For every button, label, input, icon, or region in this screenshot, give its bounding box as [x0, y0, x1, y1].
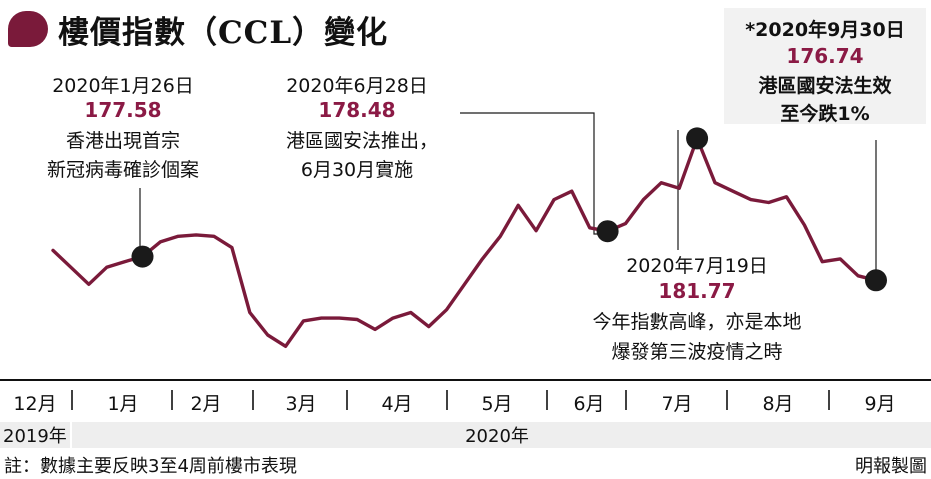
footer-credit: 明報製圖	[855, 456, 927, 477]
callout-jul19-date: 2020年7月19日	[626, 255, 768, 277]
tick-label-jul: 7月	[661, 393, 692, 415]
callout-sep30-line2: 至今跌1%	[780, 102, 869, 125]
tick-label-dec: 12月	[13, 393, 56, 415]
tick-label-may: 5月	[481, 393, 512, 415]
chart-title: 樓價指數（CCL）變化	[58, 14, 389, 51]
tick-label-mar: 3月	[285, 393, 316, 415]
marker-jan26	[131, 245, 154, 268]
callout-jul19-value: 181.77	[658, 279, 735, 303]
tick-label-sep: 9月	[864, 393, 895, 415]
marker-jul19	[686, 127, 709, 150]
callout-jul19-line1: 今年指數高峰，亦是本地	[592, 311, 801, 333]
title-badge-icon	[8, 11, 48, 47]
callout-jul19-line2: 爆發第三波疫情之時	[611, 341, 782, 363]
tick-label-aug: 8月	[762, 393, 793, 415]
callout-jun28-line1: 港區國安法推出，	[286, 130, 438, 152]
callout-jun28-date: 2020年6月28日	[286, 75, 428, 97]
callout-leader-jun28	[460, 112, 616, 235]
marker-sep30	[865, 269, 887, 292]
year-label-2019: 2019年	[3, 426, 67, 447]
chart-header: 樓價指數（CCL）變化	[8, 6, 388, 52]
footer-note: 註：數據主要反映3至4周前樓市表現	[4, 456, 297, 477]
callout-jan26-date: 2020年1月26日	[52, 75, 194, 97]
callout-sep30-line1: 港區國安法生效	[758, 74, 891, 97]
callout-jan26-line1: 香港出現首宗	[66, 130, 180, 152]
tick-label-jun: 6月	[573, 393, 604, 415]
tick-label-jan: 1月	[107, 393, 138, 415]
callout-sep30-date: *2020年9月30日	[745, 18, 904, 41]
callout-jan26-line2: 新冠病毒確診個案	[47, 159, 199, 181]
callout-sep30-value: 176.74	[786, 44, 863, 68]
series-line	[51, 136, 878, 348]
year-band-2020	[72, 422, 931, 448]
marker-jun28	[596, 220, 619, 243]
callout-box-sep30	[724, 8, 926, 124]
tick-label-feb: 2月	[190, 393, 221, 415]
year-band-2019	[0, 422, 70, 448]
tick-label-apr: 4月	[381, 393, 412, 415]
callout-jun28-line2: 6月30月實施	[301, 159, 413, 181]
callout-jan26-value: 177.58	[84, 98, 161, 122]
year-label-2020: 2020年	[465, 426, 529, 447]
callout-jun28-value: 178.48	[318, 98, 395, 122]
